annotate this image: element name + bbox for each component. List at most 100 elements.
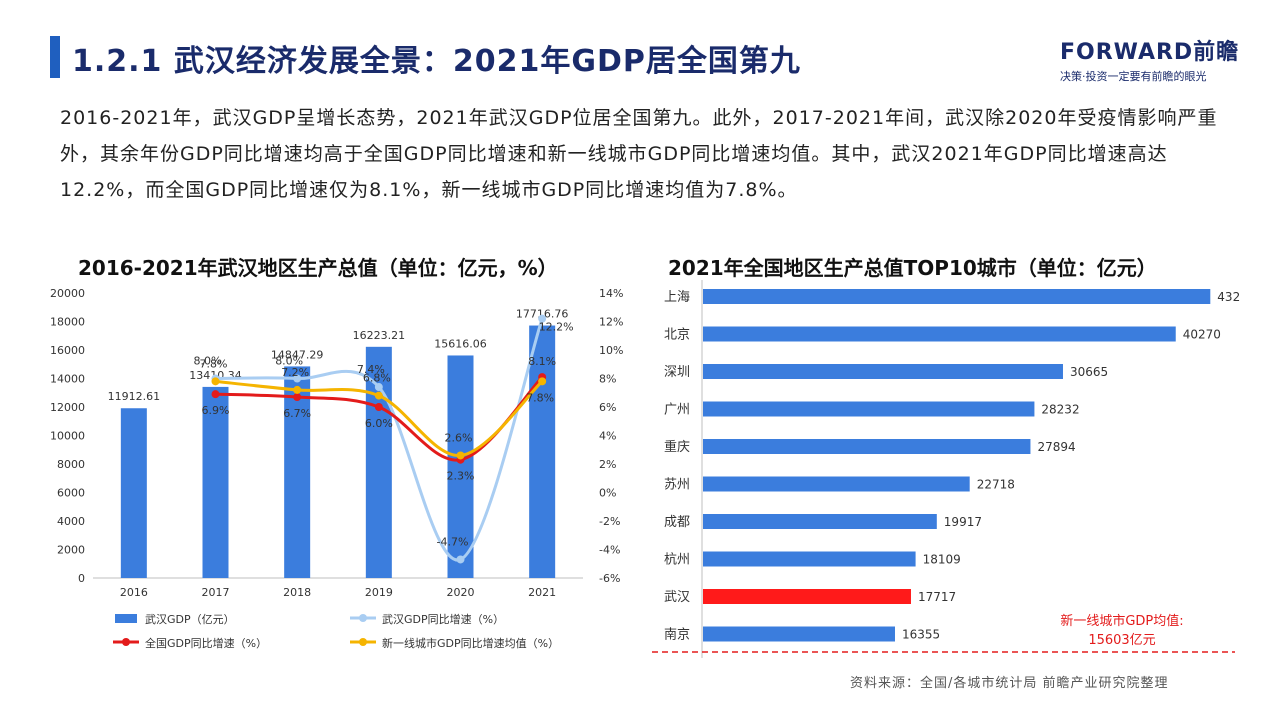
y-tick-label: 2000	[57, 544, 85, 557]
gdp-bar-label: 15616.06	[434, 337, 487, 350]
city-gdp-bar	[703, 326, 1176, 342]
new-tier1-growth-label: 7.8%	[526, 391, 554, 404]
new-tier1-growth-point	[211, 377, 220, 386]
city-gdp-value: 16355	[902, 628, 940, 642]
new-tier1-growth-point	[538, 377, 547, 386]
national-growth-label: 2.3%	[447, 470, 475, 483]
logo-main-text: FORWARD前瞻	[1060, 40, 1240, 65]
wuhan-growth-label: 12.2%	[539, 321, 574, 334]
y2-tick-label: 4%	[599, 430, 616, 443]
new-tier1-growth-point	[374, 391, 383, 400]
wuhan-growth-point	[538, 314, 547, 323]
y2-tick-label: -4%	[599, 544, 620, 557]
y2-tick-label: 0%	[599, 487, 616, 500]
y-tick-label: 6000	[57, 487, 85, 500]
national-growth-point	[293, 393, 302, 402]
city-gdp-bar	[703, 401, 1035, 417]
legend-label: 全国GDP同比增速（%）	[145, 636, 267, 650]
new-tier1-growth-point	[293, 385, 302, 394]
city-gdp-bar	[703, 551, 916, 567]
city-label: 深圳	[664, 365, 690, 380]
new-tier1-growth-label: 6.8%	[363, 372, 391, 385]
y-tick-label: 20000	[50, 287, 85, 300]
y2-tick-label: 12%	[599, 316, 623, 329]
gdp-bar	[120, 408, 147, 578]
right-chart-title: 2021年全国地区生产总值TOP10城市（单位：亿元）	[668, 256, 1157, 280]
city-label: 成都	[664, 515, 690, 530]
city-gdp-value: 43215	[1217, 290, 1240, 304]
y-tick-label: 0	[78, 572, 85, 585]
national-growth-label: 6.7%	[283, 407, 311, 420]
title-accent-bar	[50, 36, 60, 78]
national-growth-label: 6.0%	[365, 417, 393, 430]
legend-label: 武汉GDP同比增速（%）	[382, 612, 504, 626]
city-label: 重庆	[664, 439, 690, 455]
city-gdp-value: 17717	[918, 590, 956, 604]
new-tier1-growth-label: 2.6%	[445, 431, 473, 444]
y2-tick-label: 8%	[599, 373, 616, 386]
city-gdp-bar	[703, 626, 895, 642]
y2-tick-label: -6%	[599, 572, 620, 585]
gdp-bar	[284, 366, 311, 578]
city-gdp-value: 27894	[1037, 440, 1075, 454]
legend-marker	[359, 614, 367, 622]
wuhan-growth-point	[293, 374, 302, 383]
wuhan-growth-point	[374, 383, 383, 392]
y-tick-label: 12000	[50, 401, 85, 414]
city-gdp-bar	[703, 364, 1063, 379]
city-gdp-value: 18109	[923, 553, 961, 567]
gdp-bar-label: 16223.21	[353, 329, 406, 342]
city-gdp-bar	[703, 514, 937, 529]
intro-paragraph: 2016-2021年，武汉GDP呈增长态势，2021年武汉GDP位居全国第九。此…	[60, 107, 1218, 201]
x-tick-label: 2019	[365, 586, 393, 599]
logo-tagline: 决策·投资一定要有前瞻的眼光	[1060, 70, 1207, 83]
average-annotation: 15603亿元	[1088, 633, 1155, 648]
x-tick-label: 2021	[528, 586, 556, 599]
x-tick-label: 2018	[283, 586, 311, 599]
new-tier1-growth-point	[456, 451, 465, 460]
y2-tick-label: -2%	[599, 515, 620, 528]
y-tick-label: 16000	[50, 344, 85, 357]
source-note: 资料来源：全国/各城市统计局 前瞻产业研究院整理	[850, 676, 1169, 691]
wuhan-growth-label: 7.4%	[357, 363, 385, 376]
y-tick-label: 14000	[50, 373, 85, 386]
city-label: 武汉	[664, 590, 690, 605]
legend-marker	[122, 638, 130, 646]
city-label: 南京	[664, 627, 690, 643]
gdp-bar-label: 17716.76	[516, 308, 569, 321]
city-gdp-bar	[703, 439, 1031, 454]
wuhan-growth-line	[215, 318, 544, 562]
city-label: 北京	[664, 328, 690, 343]
city-label: 上海	[664, 290, 690, 305]
y-tick-label: 18000	[50, 316, 85, 329]
x-tick-label: 2017	[202, 586, 230, 599]
city-label: 杭州	[664, 553, 690, 568]
city-gdp-bar	[703, 476, 970, 492]
city-gdp-value: 30665	[1070, 365, 1108, 379]
y2-tick-label: 6%	[599, 401, 616, 414]
left-chart-title: 2016-2021年武汉地区生产总值（单位：亿元，%）	[78, 256, 558, 280]
new-tier1-growth-label: 7.2%	[281, 366, 309, 379]
city-gdp-value: 40270	[1183, 328, 1221, 342]
city-gdp-value: 28232	[1041, 403, 1079, 417]
y-tick-label: 10000	[50, 430, 85, 443]
gdp-bar-label: 14847.29	[271, 348, 324, 361]
city-gdp-value: 19917	[944, 515, 982, 529]
y2-tick-label: 14%	[599, 287, 623, 300]
legend-label: 武汉GDP（亿元）	[145, 613, 235, 626]
city-gdp-value: 22718	[977, 478, 1015, 492]
new-tier1-growth-label: 7.8%	[200, 357, 228, 370]
legend-swatch	[115, 614, 137, 623]
top10-city-chart: 上海 43215 北京 40270 深圳 30665 广州 28232 重庆 27894 苏州 227…	[650, 280, 1240, 658]
wuhan-growth-label: -4.7%	[437, 535, 469, 548]
y-tick-label: 4000	[57, 515, 85, 528]
national-growth-label: 6.9%	[202, 404, 230, 417]
average-annotation: 新一线城市GDP均值:	[1060, 613, 1183, 629]
y2-tick-label: 2%	[599, 458, 616, 471]
city-gdp-bar	[703, 289, 1211, 304]
national-growth-label: 8.1%	[528, 355, 556, 368]
city-label: 广州	[664, 403, 690, 418]
wuhan-growth-point	[456, 555, 465, 564]
legend-marker	[359, 638, 367, 646]
gdp-bar-label: 11912.61	[108, 390, 161, 403]
